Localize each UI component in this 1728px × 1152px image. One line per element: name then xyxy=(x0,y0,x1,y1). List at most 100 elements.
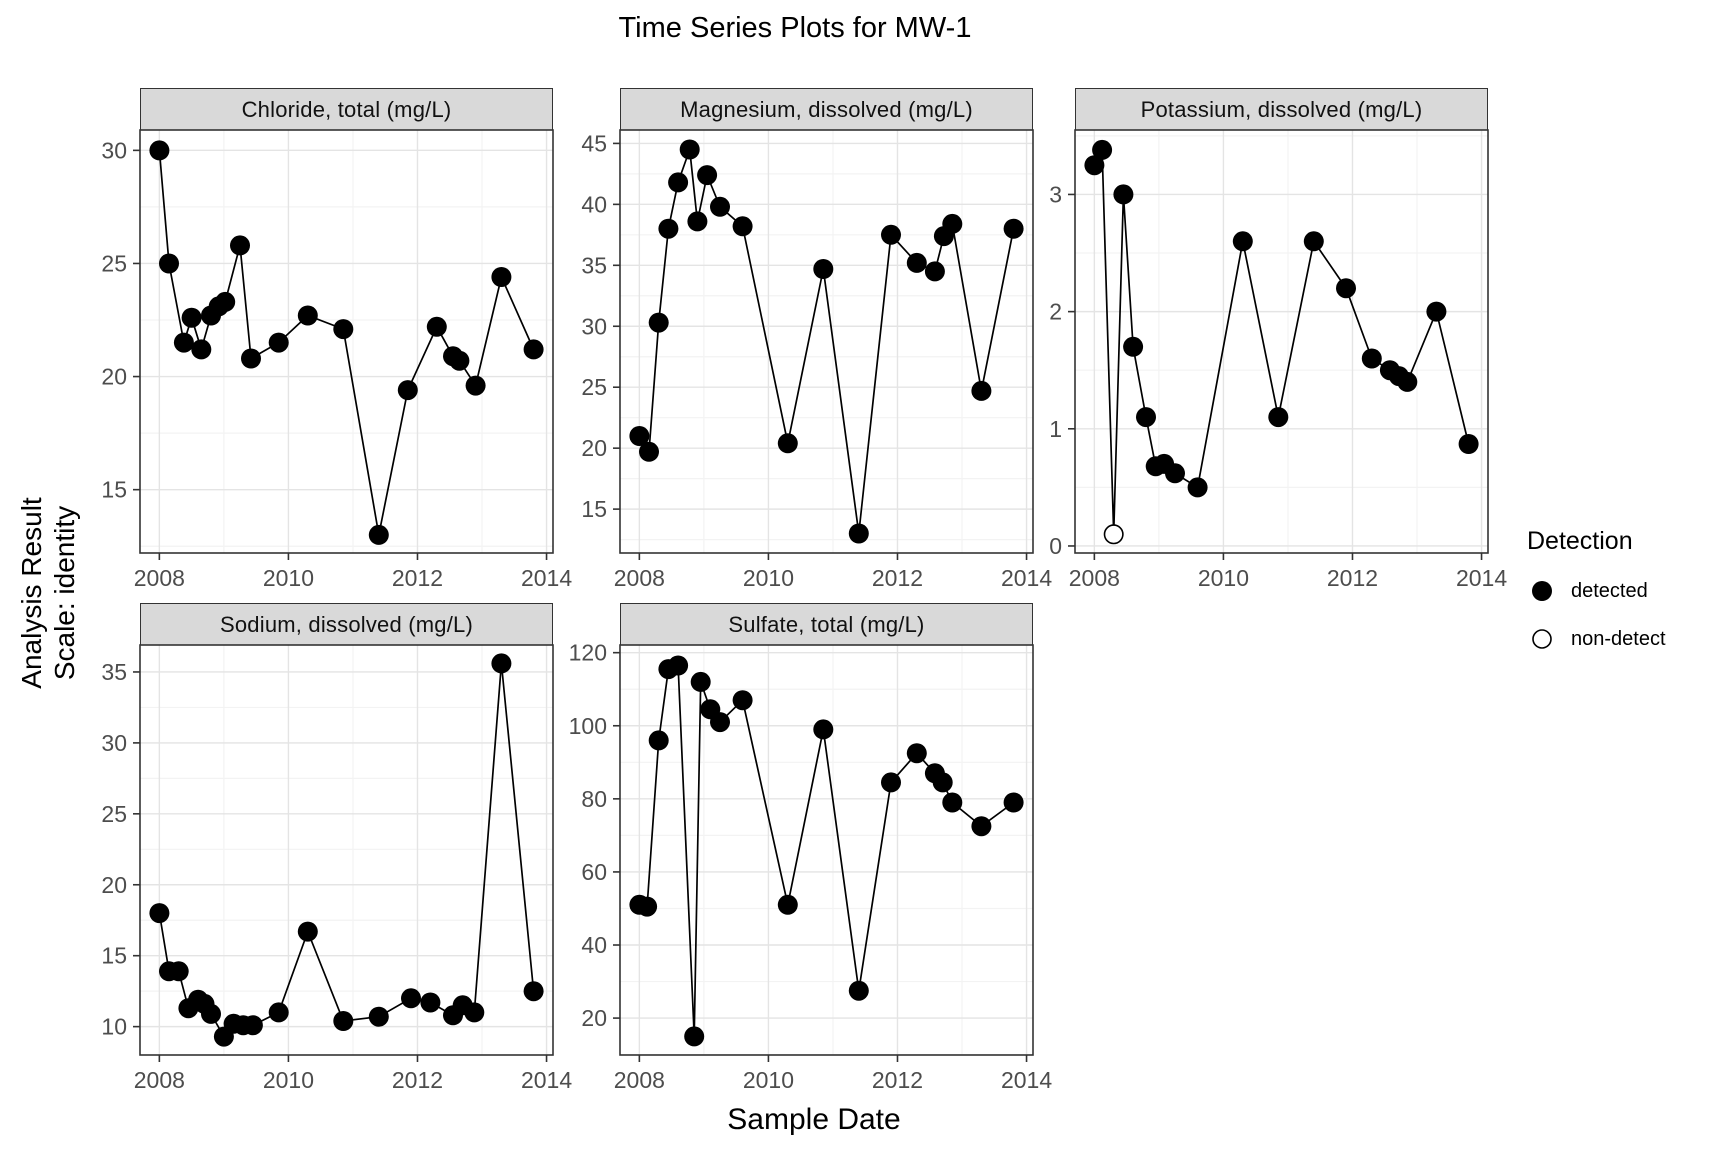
data-point-detected xyxy=(697,165,718,186)
data-point-detected xyxy=(333,1011,354,1031)
y-tick-label: 15 xyxy=(101,943,127,969)
data-point-detected xyxy=(710,712,730,733)
data-point-detected xyxy=(881,772,901,793)
data-point-detected xyxy=(1136,407,1156,428)
y-tick-label: 45 xyxy=(581,130,607,156)
y-tick-label: 35 xyxy=(101,659,127,685)
data-point-detected xyxy=(449,350,470,371)
facet-strip: Sodium, dissolved (mg/L) xyxy=(140,603,553,645)
data-point-detected xyxy=(297,921,318,942)
y-tick-label: 20 xyxy=(581,1005,607,1031)
y-tick-label: 60 xyxy=(581,859,607,885)
data-point-detected xyxy=(732,690,753,711)
y-tick-label: 3 xyxy=(1049,181,1062,207)
data-point-detected xyxy=(242,1015,263,1036)
data-point-detected xyxy=(201,1003,221,1024)
data-point-detected xyxy=(368,1006,389,1027)
y-axis-title-line2: Scale: identity xyxy=(49,505,80,681)
data-point-detected xyxy=(368,524,389,545)
data-point-detected xyxy=(465,375,486,396)
y-tick-label: 40 xyxy=(581,932,607,958)
data-point-detected xyxy=(679,139,700,160)
chart-title: Time Series Plots for MW-1 xyxy=(618,12,972,44)
legend-item-label: non-detect xyxy=(1571,627,1666,650)
data-point-detected xyxy=(648,312,669,333)
data-point-detected xyxy=(906,743,927,764)
x-tick-label: 2008 xyxy=(1069,565,1120,591)
data-point-detected xyxy=(1458,434,1479,454)
sulfate-plot: 2008 2010 2012 2014 20 40 60 80 100 120 xyxy=(569,640,1053,1093)
y-tick-label: 15 xyxy=(581,496,607,522)
data-point-detected xyxy=(710,196,730,217)
facet-strip-label: Sulfate, total (mg/L) xyxy=(728,611,925,637)
y-tick-label: 25 xyxy=(581,374,607,400)
sodium-plot: 2008 2010 2012 2014 10 15 20 25 30 35 xyxy=(101,644,572,1093)
x-tick-label: 2008 xyxy=(614,1067,665,1093)
y-tick-label: 120 xyxy=(569,640,607,666)
data-point-detected xyxy=(1303,231,1324,252)
x-tick-label: 2014 xyxy=(1001,565,1052,591)
x-tick-label: 2012 xyxy=(392,565,443,591)
y-tick-label: 80 xyxy=(581,786,607,812)
facet-strip-label: Chloride, total (mg/L) xyxy=(241,96,452,122)
data-point-detected xyxy=(1165,463,1185,484)
magnesium-plot: 2008 2010 2012 2014 15 20 25 30 35 40 45 xyxy=(581,129,1052,591)
x-tick-label: 2012 xyxy=(872,565,923,591)
data-point-detected xyxy=(629,426,650,446)
non-detect-symbol xyxy=(1527,624,1557,654)
data-point-detected xyxy=(268,1002,289,1023)
x-tick-label: 2008 xyxy=(614,565,665,591)
facet-magnesium: Magnesium, dissolved (mg/L) 2008 2010 2012… xyxy=(560,88,1060,601)
data-point-detected xyxy=(420,992,441,1013)
data-point-detected xyxy=(1232,231,1253,252)
data-point-detected xyxy=(813,719,834,740)
data-point-detected xyxy=(1113,184,1134,205)
data-point-detected xyxy=(813,259,834,279)
y-tick-label: 30 xyxy=(101,730,127,756)
data-point-detected xyxy=(149,140,170,161)
data-point-detected xyxy=(1268,407,1289,428)
data-point-detected xyxy=(668,172,689,193)
facet-strip-label: Potassium, dissolved (mg/L) xyxy=(1140,96,1423,122)
data-point-detected xyxy=(942,792,963,813)
data-point-detected xyxy=(149,903,170,924)
data-point-detected xyxy=(942,213,963,234)
data-point-detected xyxy=(648,730,669,751)
y-tick-label: 15 xyxy=(101,477,127,503)
x-tick-label: 2010 xyxy=(743,565,794,591)
x-tick-label: 2010 xyxy=(263,1067,314,1093)
data-point-detected xyxy=(1361,348,1382,369)
y-tick-label: 20 xyxy=(101,364,127,390)
y-tick-label: 25 xyxy=(101,250,127,276)
data-point-detected xyxy=(191,339,212,360)
potassium-plot: 2008 2010 2012 2014 0 1 2 3 xyxy=(1049,129,1507,591)
data-point-detected xyxy=(1003,792,1024,813)
data-point-detected xyxy=(932,772,953,793)
x-tick-label: 2014 xyxy=(1456,565,1507,591)
facet-strip: Chloride, total (mg/L) xyxy=(140,88,553,130)
legend: Detection detected non-detect xyxy=(1527,527,1666,672)
x-tick-label: 2012 xyxy=(872,1067,923,1093)
facet-potassium: Potassium, dissolved (mg/L) 2008 2010 2012… xyxy=(1015,88,1515,601)
data-point-detected xyxy=(491,653,512,674)
legend-item-label: detected xyxy=(1571,579,1648,602)
data-point-detected xyxy=(971,816,992,837)
data-point-detected xyxy=(690,671,711,692)
data-point-detected xyxy=(159,253,179,274)
data-point-non-detect xyxy=(1103,524,1124,545)
chloride-plot: 2008 2010 2012 2014 15 20 25 30 xyxy=(101,129,572,591)
y-tick-label: 20 xyxy=(101,872,127,898)
data-point-detected xyxy=(215,291,236,312)
data-point-detected xyxy=(1336,278,1356,299)
data-point-detected xyxy=(1084,155,1105,176)
data-point-detected xyxy=(230,235,250,256)
data-point-detected xyxy=(848,980,869,1001)
data-point-detected xyxy=(401,988,421,1009)
data-point-detected xyxy=(1397,371,1418,392)
data-point-detected xyxy=(426,316,447,337)
y-tick-label: 1 xyxy=(1049,416,1062,442)
facet-sodium: Sodium, dissolved (mg/L) 2008 2010 2012 201… xyxy=(80,603,580,1103)
data-point-detected xyxy=(668,655,689,676)
facet-strip-label: Magnesium, dissolved (mg/L) xyxy=(680,96,973,122)
facet-strip: Potassium, dissolved (mg/L) xyxy=(1075,88,1488,130)
